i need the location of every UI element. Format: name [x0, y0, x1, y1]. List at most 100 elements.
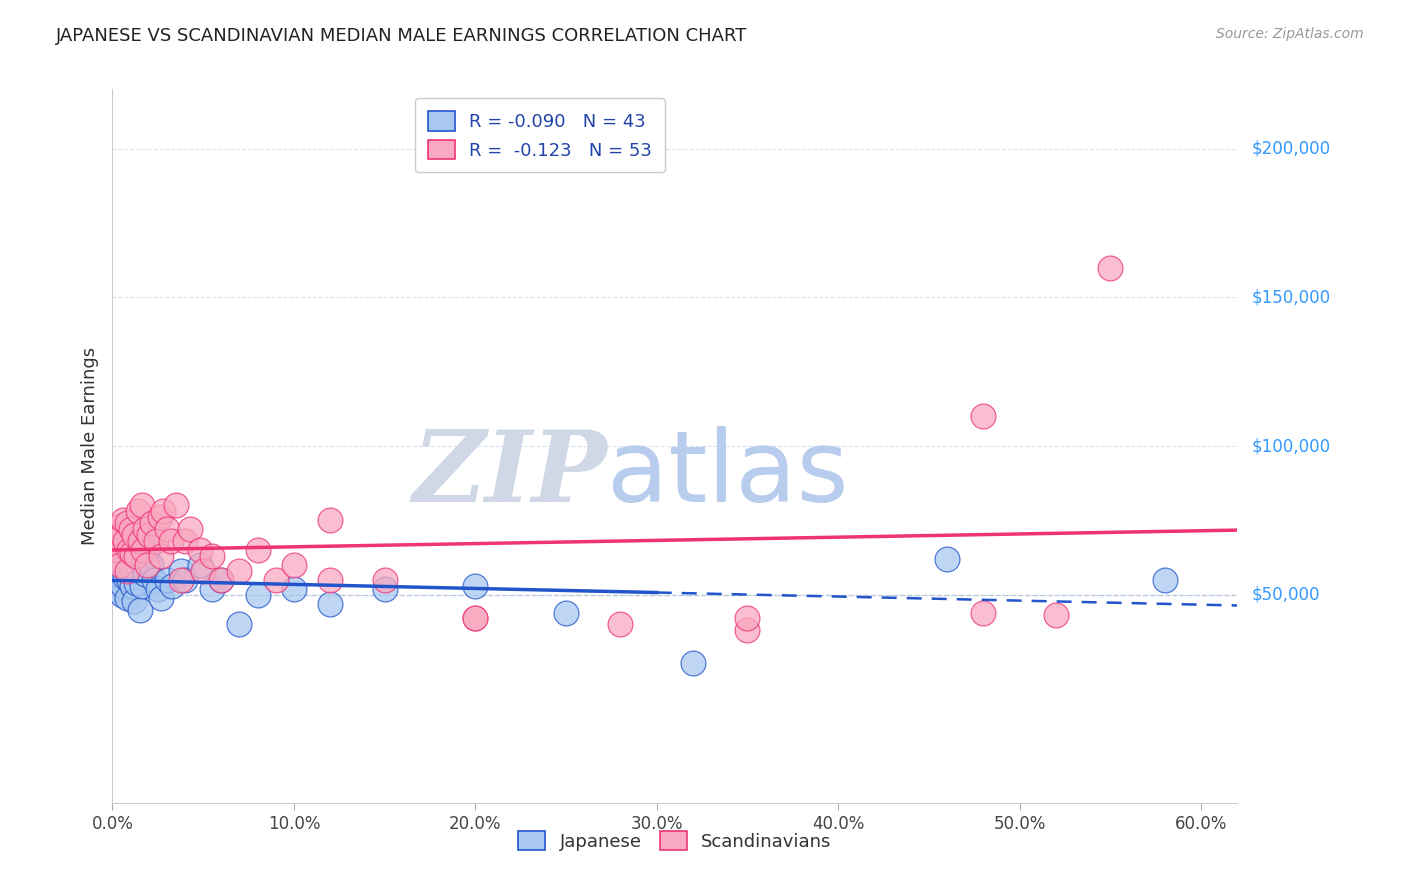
Point: [737, 624, 759, 638]
Point: [374, 582, 396, 596]
Point: [107, 543, 129, 558]
Point: [188, 543, 211, 558]
Point: [156, 522, 179, 536]
Point: [464, 611, 486, 625]
Point: [174, 534, 197, 549]
Point: [170, 564, 193, 578]
Point: [136, 543, 159, 558]
Point: [110, 588, 132, 602]
Point: [1045, 608, 1067, 623]
Point: [114, 570, 136, 584]
Point: [114, 534, 136, 549]
Point: [131, 499, 153, 513]
Point: [150, 549, 173, 563]
Point: [264, 573, 287, 587]
Y-axis label: Median Male Earnings: Median Male Earnings: [80, 347, 98, 545]
Text: ZIP: ZIP: [412, 426, 607, 523]
Text: $150,000: $150,000: [1251, 288, 1330, 306]
Point: [174, 573, 197, 587]
Point: [149, 510, 172, 524]
Point: [188, 558, 211, 572]
Point: [131, 579, 153, 593]
Point: [134, 566, 156, 581]
Point: [319, 513, 342, 527]
Point: [139, 558, 162, 572]
Point: [209, 573, 232, 587]
Point: [141, 516, 163, 531]
Point: [972, 606, 994, 620]
Point: [115, 516, 138, 531]
Point: [118, 573, 141, 587]
Point: [115, 552, 138, 566]
Point: [115, 591, 138, 605]
Text: atlas: atlas: [607, 426, 849, 523]
Point: [120, 561, 142, 575]
Point: [972, 409, 994, 424]
Text: $100,000: $100,000: [1251, 437, 1330, 455]
Point: [165, 499, 187, 513]
Point: [121, 546, 143, 560]
Point: [136, 558, 159, 572]
Legend: Japanese, Scandinavians: Japanese, Scandinavians: [510, 824, 839, 858]
Point: [120, 546, 142, 560]
Point: [555, 606, 578, 620]
Point: [246, 588, 269, 602]
Point: [150, 591, 173, 605]
Point: [146, 582, 169, 596]
Point: [121, 579, 143, 593]
Point: [122, 593, 145, 607]
Point: [609, 617, 631, 632]
Point: [120, 522, 142, 536]
Point: [201, 549, 224, 563]
Point: [170, 573, 193, 587]
Point: [134, 522, 156, 536]
Text: JAPANESE VS SCANDINAVIAN MEDIAN MALE EARNINGS CORRELATION CHART: JAPANESE VS SCANDINAVIAN MEDIAN MALE EAR…: [56, 27, 748, 45]
Point: [143, 573, 166, 587]
Point: [105, 534, 128, 549]
Point: [209, 573, 232, 587]
Point: [112, 579, 135, 593]
Point: [228, 564, 250, 578]
Point: [319, 573, 342, 587]
Point: [228, 617, 250, 632]
Text: $200,000: $200,000: [1251, 140, 1330, 158]
Point: [179, 522, 201, 536]
Point: [103, 552, 125, 566]
Point: [464, 579, 486, 593]
Point: [201, 582, 224, 596]
Point: [118, 543, 141, 558]
Point: [246, 543, 269, 558]
Point: [108, 558, 131, 572]
Point: [138, 528, 160, 542]
Point: [319, 597, 342, 611]
Point: [737, 611, 759, 625]
Point: [682, 656, 704, 670]
Point: [283, 582, 305, 596]
Text: $50,000: $50,000: [1251, 586, 1320, 604]
Point: [193, 564, 215, 578]
Point: [122, 528, 145, 542]
Point: [107, 566, 129, 581]
Point: [156, 573, 179, 587]
Point: [152, 504, 174, 518]
Point: [1099, 260, 1122, 275]
Point: [1153, 573, 1175, 587]
Point: [127, 504, 149, 518]
Point: [464, 611, 486, 625]
Point: [108, 519, 131, 533]
Point: [115, 564, 138, 578]
Point: [283, 558, 305, 572]
Point: [105, 573, 128, 587]
Point: [128, 534, 150, 549]
Point: [936, 552, 959, 566]
Point: [108, 564, 131, 578]
Point: [110, 555, 132, 569]
Point: [159, 534, 181, 549]
Point: [145, 534, 167, 549]
Point: [132, 543, 155, 558]
Point: [114, 537, 136, 551]
Point: [103, 582, 125, 596]
Text: Source: ZipAtlas.com: Source: ZipAtlas.com: [1216, 27, 1364, 41]
Point: [127, 564, 149, 578]
Point: [128, 602, 150, 616]
